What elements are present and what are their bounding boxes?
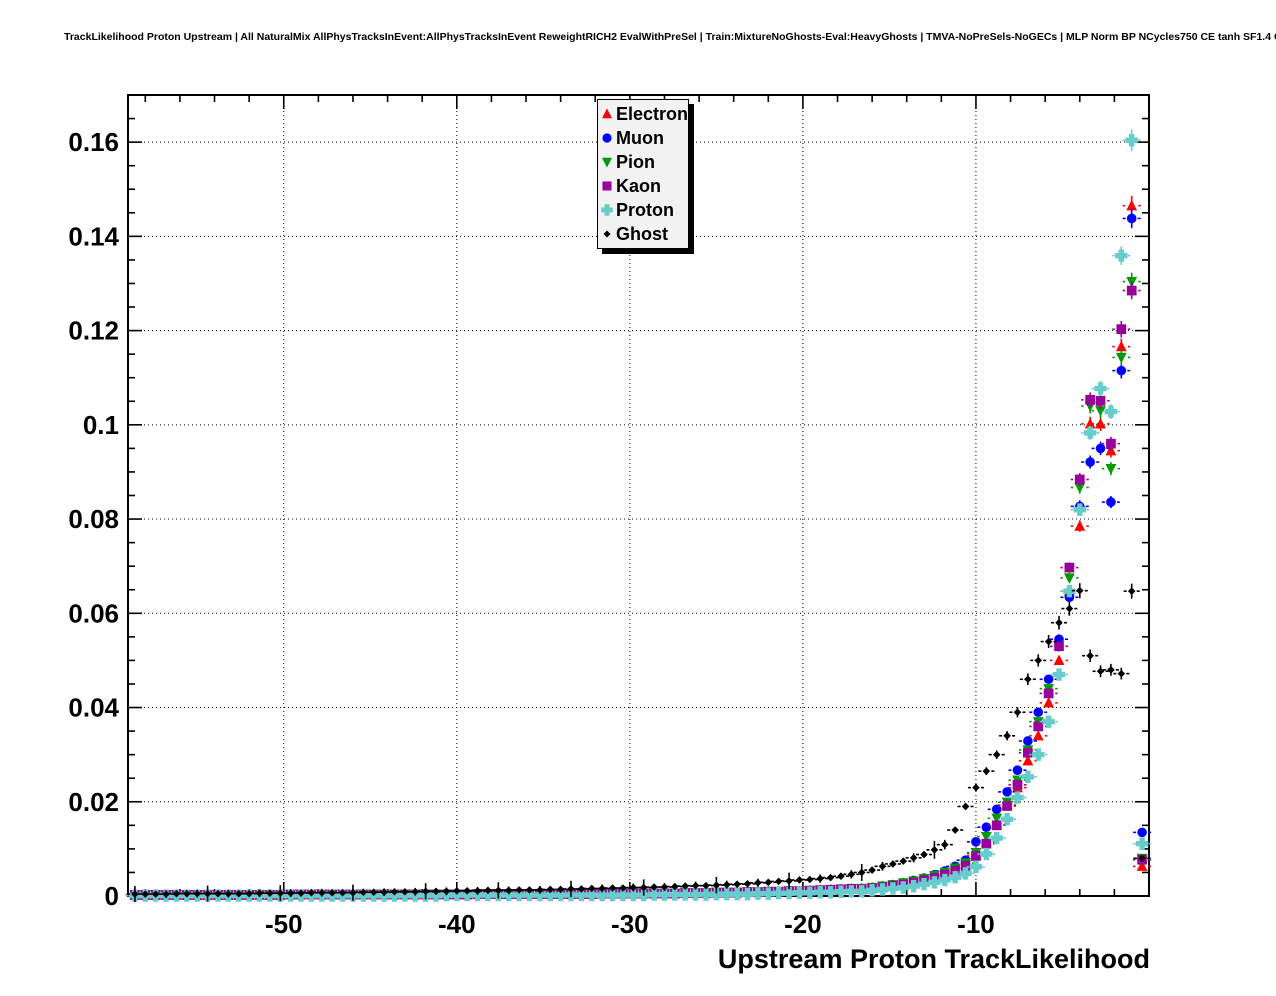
y-tick-label: 0.14 <box>68 221 119 251</box>
legend-row-ghost: Ghost <box>600 222 688 246</box>
x-tick-label: -50 <box>265 909 303 939</box>
x-tick-label: -30 <box>611 909 649 939</box>
electron-triangle-icon <box>602 108 612 119</box>
legend-row-proton: Proton <box>600 198 688 222</box>
x-tick-label: -10 <box>957 909 995 939</box>
kaon-square-icon <box>602 181 612 191</box>
legend-label: Ghost <box>616 223 668 244</box>
legend: Electron Muon Pion Kaon Proton Ghost <box>597 99 689 249</box>
legend-row-muon: Muon <box>600 126 688 150</box>
legend-label: Proton <box>616 199 674 220</box>
series-ghost <box>126 583 1151 903</box>
x-tick-label: -20 <box>784 909 822 939</box>
muon-circle-icon <box>602 133 612 143</box>
legend-label: Electron <box>616 103 689 124</box>
x-tick-label: -40 <box>438 909 476 939</box>
legend-label: Pion <box>616 151 655 172</box>
y-tick-label: 0.1 <box>83 410 119 440</box>
series-muon <box>125 208 1152 900</box>
y-tick-label: 0.04 <box>68 693 119 723</box>
legend-label: Kaon <box>616 175 661 196</box>
y-tick-label: 0 <box>105 881 119 911</box>
y-tick-label: 0.06 <box>68 598 119 628</box>
y-tick-label: 0.12 <box>68 316 119 346</box>
x-axis-title: Upstream Proton TrackLikelihood <box>717 944 1150 974</box>
y-tick-label: 0.08 <box>68 504 119 534</box>
proton-cross-icon <box>601 204 613 216</box>
y-tick-label: 0.02 <box>68 787 119 817</box>
legend-row-pion: Pion <box>600 150 688 174</box>
ghost-diamond-icon <box>603 230 611 238</box>
legend-row-kaon: Kaon <box>600 174 688 198</box>
legend-label: Muon <box>616 127 664 148</box>
pion-triangle-down-icon <box>602 157 612 168</box>
legend-row-electron: Electron <box>600 102 688 126</box>
series-electron <box>125 195 1152 900</box>
page-title: TrackLikelihood Proton Upstream | All Na… <box>64 31 1276 43</box>
y-tick-label: 0.16 <box>68 127 119 157</box>
